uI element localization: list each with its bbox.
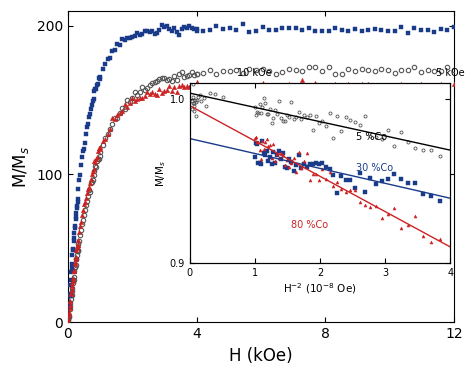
Text: 80 %Co: 80 %Co bbox=[291, 220, 328, 230]
Text: 5 %Co: 5 %Co bbox=[356, 132, 387, 142]
Y-axis label: M/M$_s$: M/M$_s$ bbox=[11, 146, 31, 188]
X-axis label: H$^{-2}$ (10$^{-8}$ Oe): H$^{-2}$ (10$^{-8}$ Oe) bbox=[283, 281, 357, 296]
Text: 30 %Co: 30 %Co bbox=[356, 163, 393, 173]
Y-axis label: M/M$_s$: M/M$_s$ bbox=[155, 159, 168, 186]
X-axis label: H (kOe): H (kOe) bbox=[229, 347, 293, 365]
